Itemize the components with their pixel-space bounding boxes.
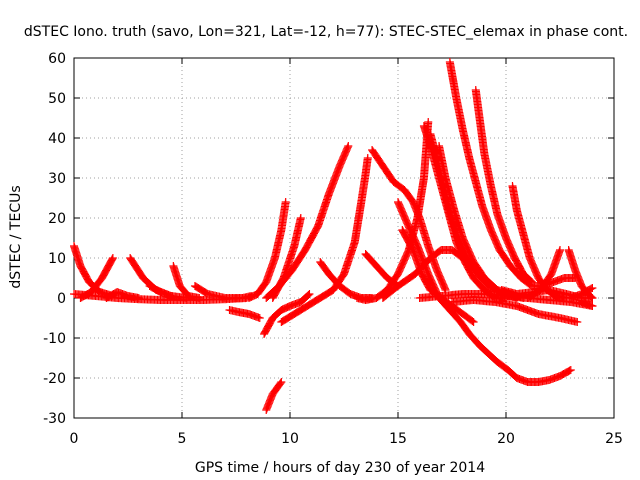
- y-tick-label: 30: [48, 171, 66, 187]
- data-point: [108, 255, 117, 264]
- x-tick-label: 0: [70, 431, 79, 447]
- series-26: [445, 58, 580, 290]
- series-3: [76, 254, 117, 302]
- series-19: [361, 250, 402, 290]
- grid: [74, 58, 614, 418]
- data-point: [556, 246, 564, 254]
- y-tick-label: -10: [43, 331, 66, 347]
- x-tick-label: 25: [605, 431, 623, 447]
- series-11: [260, 290, 314, 338]
- series-15: [262, 378, 286, 414]
- series-18: [368, 146, 450, 294]
- x-axis: 0 5 10 15 20 25: [70, 58, 623, 447]
- data-point: [304, 291, 313, 299]
- data-marks: [70, 58, 597, 414]
- x-tick-label: 5: [178, 431, 187, 447]
- data-point: [527, 278, 536, 286]
- data-point: [566, 366, 575, 374]
- x-tick-label: 10: [281, 431, 299, 447]
- data-point: [588, 294, 597, 302]
- series-4: [102, 288, 143, 302]
- y-tick-label: 0: [57, 291, 66, 307]
- data-point: [469, 318, 478, 326]
- series-8: [190, 282, 256, 302]
- data-point: [305, 290, 314, 298]
- data-point: [588, 284, 597, 292]
- data-point: [363, 154, 372, 162]
- data-point: [526, 277, 535, 285]
- data-point: [167, 292, 176, 300]
- series-9: [225, 306, 264, 322]
- series-10: [244, 198, 290, 302]
- y-tick-label: -20: [43, 371, 66, 387]
- plot-frame: [73, 57, 615, 419]
- y-tick-label: 40: [48, 131, 66, 147]
- chart-title: dSTEC Iono. truth (savo, Lon=321, Lat=-1…: [24, 24, 628, 40]
- y-axis: -30 -20 -10 0 10 20 30 40 50 60: [43, 51, 614, 427]
- series-27: [471, 86, 536, 286]
- y-tick-label: 60: [48, 51, 66, 67]
- data-point: [344, 142, 353, 150]
- data-point: [281, 198, 290, 206]
- y-tick-label: 20: [48, 211, 66, 227]
- y-tick-label: 50: [48, 91, 66, 107]
- series-20: [394, 198, 575, 386]
- series-7: [169, 262, 204, 302]
- x-axis-label: GPS time / hours of day 230 of year 2014: [195, 460, 485, 476]
- data-point: [588, 302, 597, 310]
- data-point: [255, 314, 264, 322]
- series-30: [508, 182, 571, 302]
- y-tick-label: 10: [48, 251, 66, 267]
- series-35: [577, 298, 597, 310]
- data-point: [587, 284, 596, 293]
- data-point: [468, 317, 477, 326]
- y-axis-label: dSTEC / TECUs: [8, 185, 24, 288]
- data-point: [108, 254, 117, 262]
- series-34: [566, 284, 597, 302]
- data-point: [134, 294, 143, 302]
- data-point: [277, 378, 286, 386]
- series-6: [145, 282, 176, 300]
- x-tick-label: 15: [389, 431, 407, 447]
- data-point: [565, 366, 574, 375]
- data-point: [276, 379, 285, 388]
- series-13: [277, 154, 372, 326]
- data-point: [587, 293, 596, 301]
- series-32: [497, 286, 597, 302]
- x-tick-label: 20: [497, 431, 515, 447]
- series-22: [378, 246, 478, 302]
- y-tick-label: -30: [43, 411, 66, 427]
- data-point: [424, 118, 433, 126]
- data-point: [195, 294, 204, 302]
- series-29: [448, 296, 582, 326]
- data-point: [296, 214, 305, 222]
- data-point: [573, 318, 582, 326]
- series-14: [262, 142, 353, 302]
